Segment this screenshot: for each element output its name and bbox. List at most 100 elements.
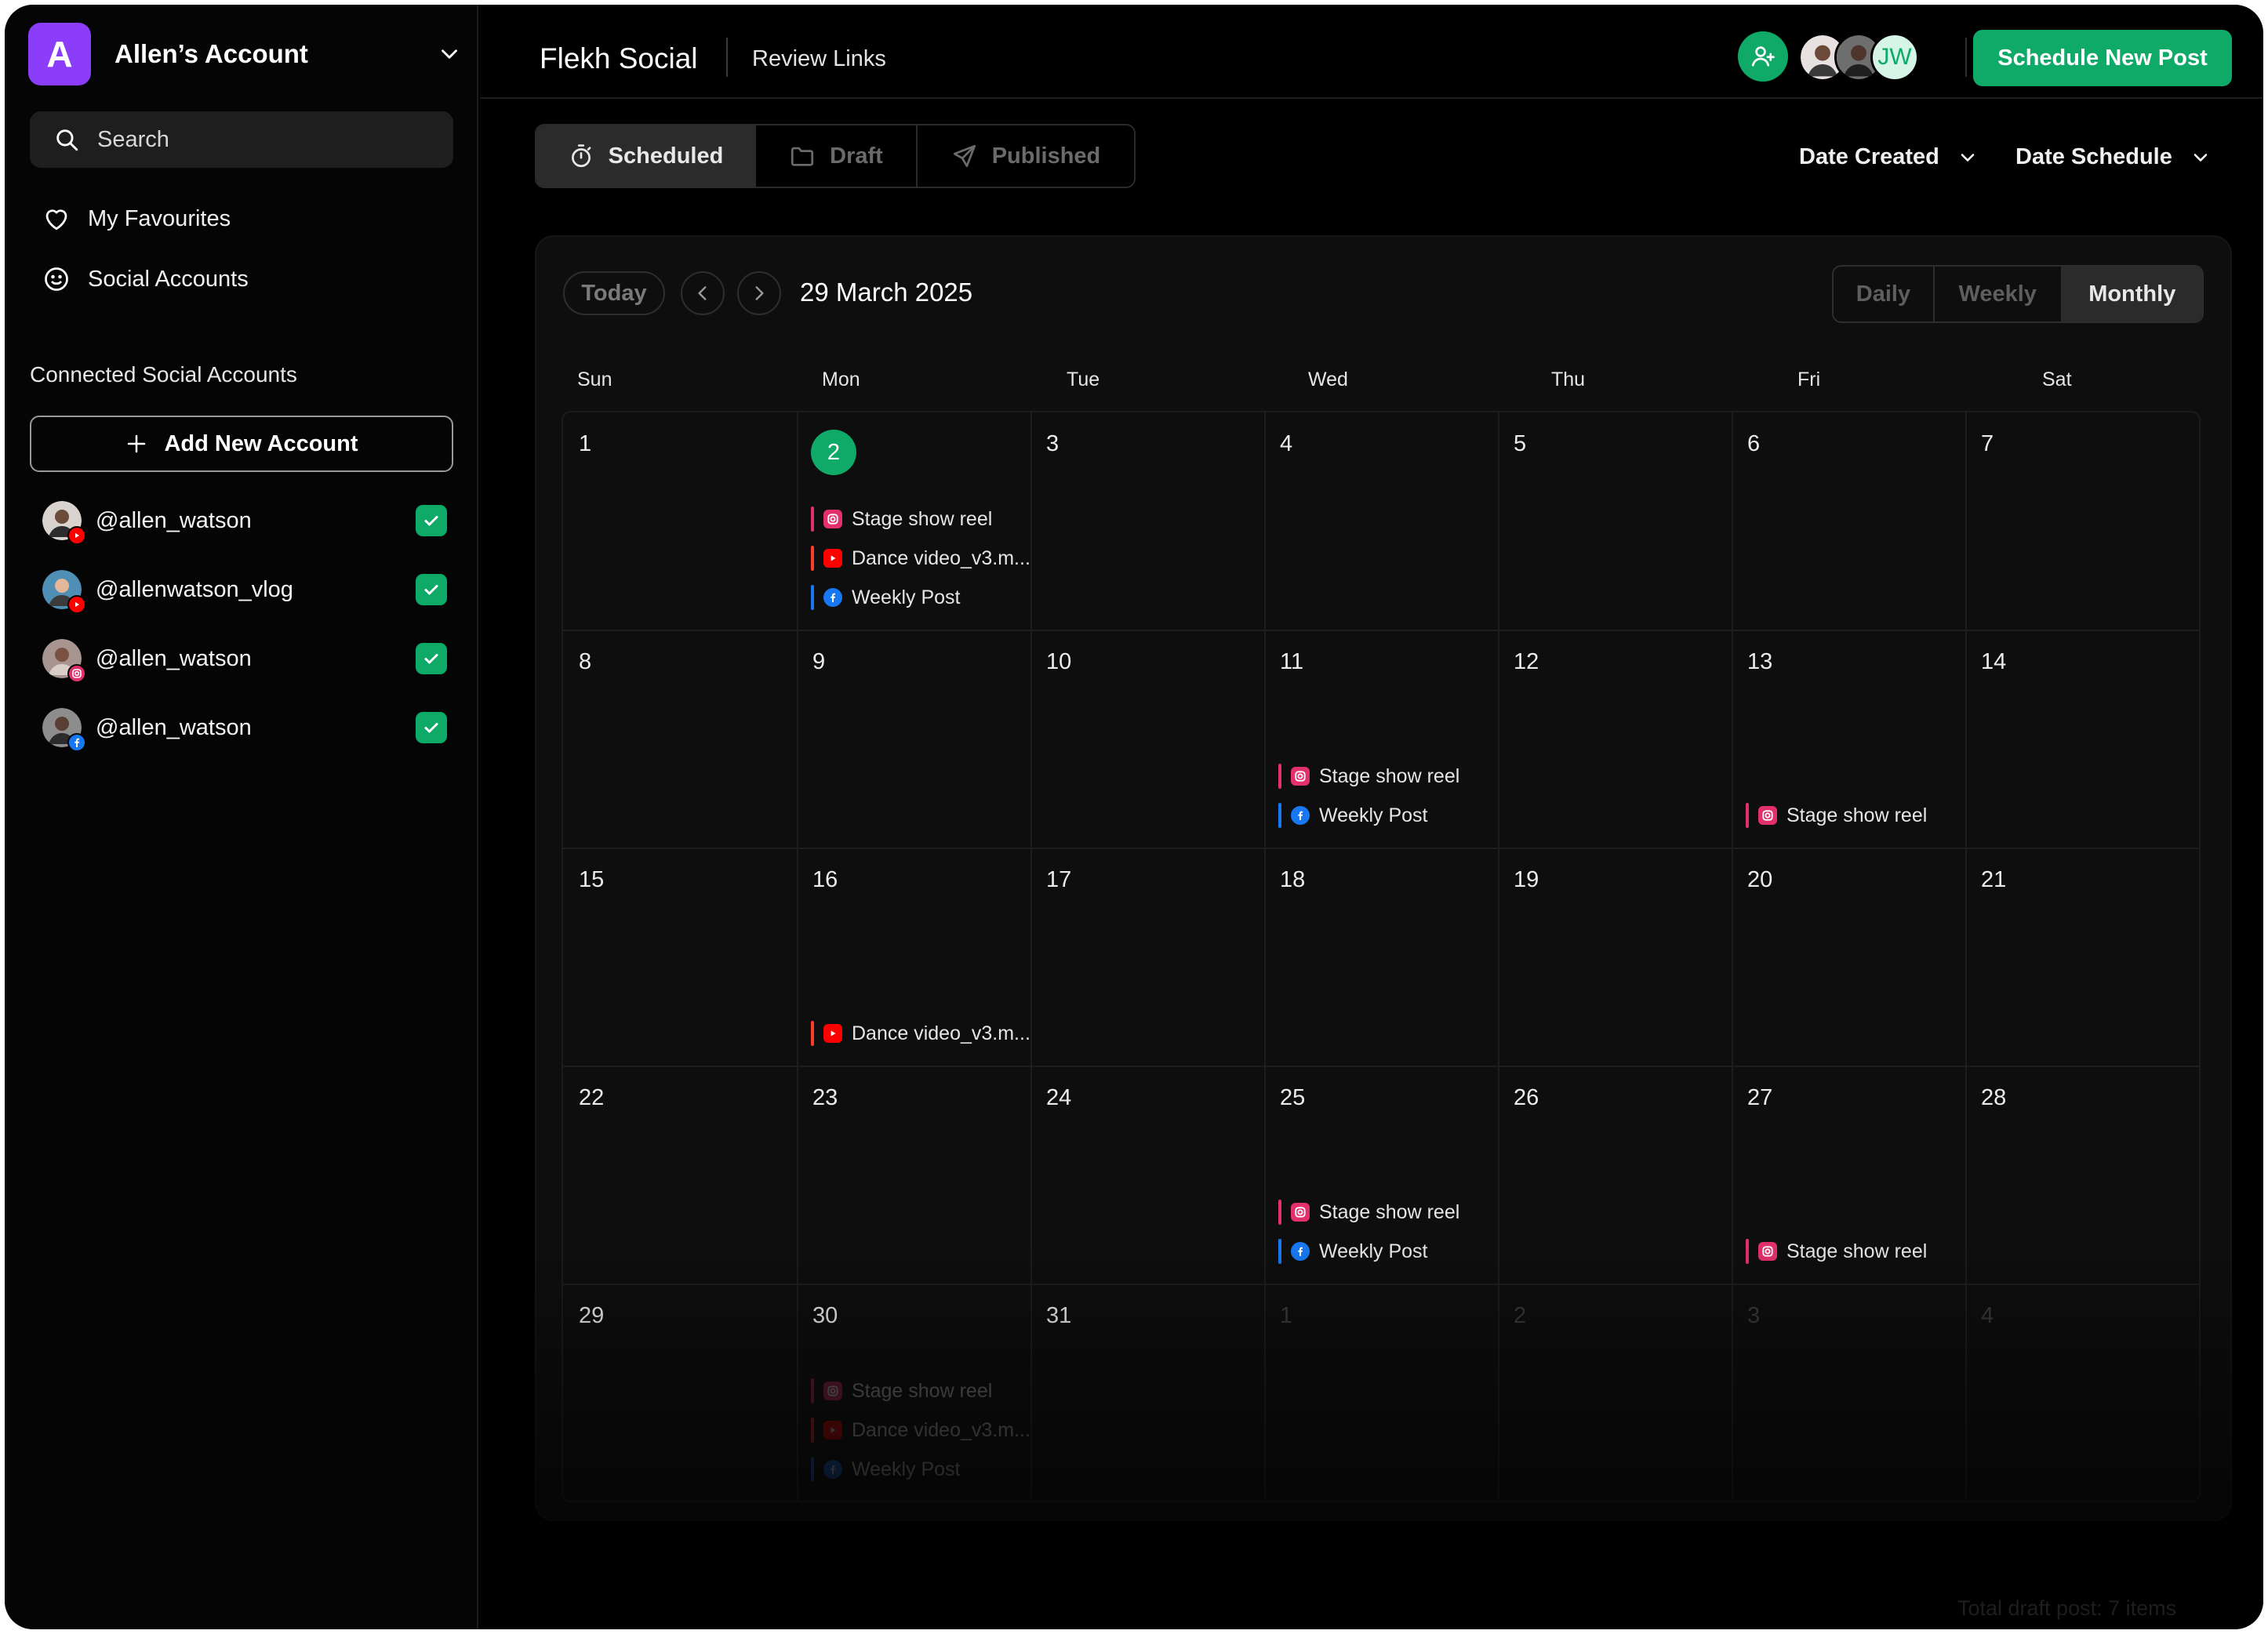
day-cell[interactable]: 9	[797, 630, 1032, 849]
account-checkbox[interactable]	[416, 712, 447, 743]
day-cell[interactable]: 26	[1498, 1066, 1733, 1285]
account-checkbox[interactable]	[416, 643, 447, 674]
day-cell[interactable]: 25 Stage show reel Weekly Post	[1264, 1066, 1499, 1285]
post-title: Stage show reel	[852, 507, 993, 530]
day-cell[interactable]: 16 Dance video_v3.m...	[797, 848, 1032, 1067]
day-cell[interactable]: 2 Stage show reel Dance video_v3.m... We…	[797, 412, 1032, 631]
day-cell[interactable]: 13 Stage show reel	[1732, 630, 1967, 849]
day-cell[interactable]: 8	[563, 630, 798, 849]
account-checkbox[interactable]	[416, 574, 447, 605]
day-cell-next-month[interactable]: 2	[1498, 1284, 1733, 1501]
day-cell[interactable]: 5	[1498, 412, 1733, 631]
current-date: 29 March 2025	[800, 278, 973, 307]
next-month-button[interactable]	[737, 271, 781, 315]
today-button[interactable]: Today	[563, 271, 665, 315]
day-cell-next-month[interactable]: 1	[1264, 1284, 1499, 1501]
facebook-icon	[823, 1460, 842, 1479]
day-cell[interactable]: 18	[1264, 848, 1499, 1067]
previous-month-button[interactable]	[681, 271, 725, 315]
post-title: Stage show reel	[852, 1379, 993, 1402]
day-cell-next-month[interactable]: 4	[1965, 1284, 2199, 1501]
account-checkbox[interactable]	[416, 505, 447, 536]
day-cell[interactable]: 19	[1498, 848, 1733, 1067]
day-cell[interactable]: 23	[797, 1066, 1032, 1285]
scheduled-post[interactable]: Weekly Post	[1278, 1237, 1427, 1265]
day-cell[interactable]: 22	[563, 1066, 798, 1285]
tab-published[interactable]: Published	[918, 125, 1134, 187]
view-weekly[interactable]: Weekly	[1935, 267, 2063, 321]
youtube-icon	[67, 595, 86, 614]
scheduled-post[interactable]: Stage show reel	[1746, 801, 1927, 830]
collaborator-initials-avatar[interactable]: JW	[1870, 33, 1919, 82]
instagram-icon	[67, 664, 86, 683]
chevron-down-icon[interactable]	[436, 41, 463, 67]
tab-draft[interactable]: Draft	[756, 125, 918, 187]
day-cell[interactable]: 17	[1030, 848, 1266, 1067]
search-input[interactable]	[97, 126, 442, 153]
connected-account-row[interactable]: @allen_watson	[42, 497, 447, 545]
instagram-icon	[823, 510, 842, 528]
youtube-icon	[823, 549, 842, 568]
scheduled-post[interactable]: Weekly Post	[811, 1455, 960, 1483]
connected-account-row[interactable]: @allen_watson	[42, 704, 447, 752]
day-cell[interactable]: 31	[1030, 1284, 1266, 1501]
connected-account-row[interactable]: @allenwatson_vlog	[42, 566, 447, 614]
view-daily[interactable]: Daily	[1834, 267, 1935, 321]
date-schedule-label: Date Schedule	[2015, 144, 2172, 169]
day-cell[interactable]: 15	[563, 848, 798, 1067]
scheduled-post[interactable]: Stage show reel	[1278, 1198, 1459, 1226]
day-cell[interactable]: 10	[1030, 630, 1266, 849]
day-number: 20	[1747, 867, 1773, 892]
day-cell[interactable]: 20	[1732, 848, 1967, 1067]
account-switcher[interactable]: A Allen’s Account	[28, 22, 463, 86]
day-cell[interactable]: 27 Stage show reel	[1732, 1066, 1967, 1285]
nav-my-favourites[interactable]: My Favourites	[42, 199, 231, 238]
day-cell-next-month[interactable]: 3	[1732, 1284, 1967, 1501]
avatar	[42, 639, 86, 683]
scheduled-post[interactable]: Stage show reel	[811, 1377, 992, 1405]
day-cell[interactable]: 21	[1965, 848, 2199, 1067]
day-cell[interactable]: 6	[1732, 412, 1967, 631]
day-cell[interactable]: 24	[1030, 1066, 1266, 1285]
scheduled-post[interactable]: Stage show reel	[1746, 1237, 1927, 1265]
nav-social-accounts-label: Social Accounts	[88, 266, 249, 292]
nav-social-accounts[interactable]: Social Accounts	[42, 260, 249, 299]
day-cell[interactable]: 3	[1030, 412, 1266, 631]
day-cell[interactable]: 14	[1965, 630, 2199, 849]
scheduled-post[interactable]: Dance video_v3.m...	[811, 544, 1030, 572]
tab-draft-label: Draft	[830, 143, 883, 169]
day-cell[interactable]: 12	[1498, 630, 1733, 849]
day-cell[interactable]: 28	[1965, 1066, 2199, 1285]
scheduled-post[interactable]: Stage show reel	[1278, 762, 1459, 790]
instagram-icon	[823, 1382, 842, 1400]
day-number: 8	[579, 649, 592, 674]
scheduled-post[interactable]: Dance video_v3.m...	[811, 1019, 1030, 1048]
day-cell[interactable]: 30 Stage show reel Dance video_v3.m... W…	[797, 1284, 1032, 1501]
day-cell[interactable]: 1	[563, 412, 798, 631]
invite-collaborator-button[interactable]	[1738, 31, 1788, 82]
day-cell[interactable]: 4	[1264, 412, 1499, 631]
day-number: 31	[1046, 1303, 1072, 1328]
review-links-link[interactable]: Review Links	[752, 46, 886, 71]
day-cell[interactable]: 29	[563, 1284, 798, 1501]
scheduled-post[interactable]: Weekly Post	[1278, 801, 1427, 830]
add-new-account-button[interactable]: Add New Account	[30, 416, 453, 472]
collaborator-avatar[interactable]	[1834, 33, 1883, 82]
tab-scheduled[interactable]: Scheduled	[536, 125, 756, 187]
post-color-bar	[1278, 764, 1281, 789]
day-cell[interactable]: 11 Stage show reel Weekly Post	[1264, 630, 1499, 849]
day-cell[interactable]: 7	[1965, 412, 2199, 631]
scheduled-post[interactable]: Weekly Post	[811, 583, 960, 612]
view-monthly[interactable]: Monthly	[2062, 267, 2202, 321]
weekday-header: Fri	[1797, 369, 1821, 390]
day-number: 9	[812, 649, 826, 674]
schedule-new-post-button[interactable]: Schedule New Post	[1973, 30, 2232, 86]
date-created-filter[interactable]: Date Created	[1799, 144, 1979, 170]
connected-account-row[interactable]: @allen_watson	[42, 635, 447, 683]
date-schedule-filter[interactable]: Date Schedule	[2015, 144, 2212, 170]
scheduled-post[interactable]: Stage show reel	[811, 505, 992, 533]
folder-icon	[791, 147, 814, 166]
search-box[interactable]	[30, 111, 453, 168]
youtube-icon	[823, 1421, 842, 1440]
scheduled-post[interactable]: Dance video_v3.m...	[811, 1416, 1030, 1444]
